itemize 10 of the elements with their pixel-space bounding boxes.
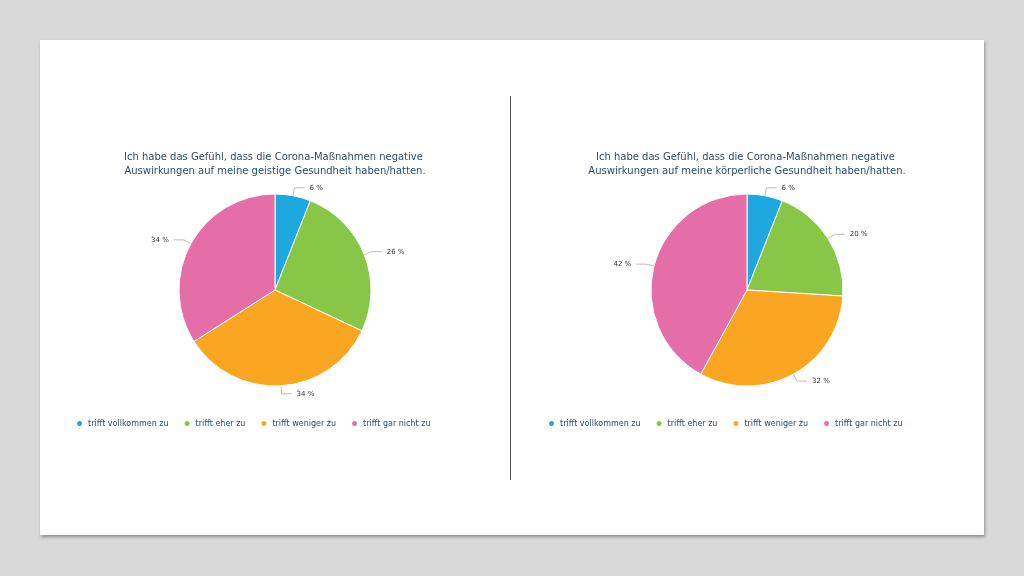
legend-label: trifft weniger zu	[744, 419, 809, 428]
legend-label: trifft weniger zu	[272, 419, 337, 428]
chart-title: Ich habe das Gefühl, dass die Corona-Maßnahmen negative Auswirkungen auf meine körperliche Gesundheit haben/hatten.	[588, 150, 906, 176]
legend-label: trifft eher zu	[195, 419, 246, 428]
chart-title: Ich habe das Gefühl, dass die Corona-Maßnahmen negative Auswirkungen auf meine geistige Gesundheit haben/hatten.	[123, 150, 427, 176]
legend-label: trifft vollkommen zu	[560, 419, 641, 428]
legend-label: trifft gar nicht zu	[363, 419, 431, 428]
legend-label: trifft eher zu	[667, 419, 718, 428]
legend-label: trifft vollkommen zu	[88, 419, 169, 428]
legend-label: trifft gar nicht zu	[835, 419, 903, 428]
